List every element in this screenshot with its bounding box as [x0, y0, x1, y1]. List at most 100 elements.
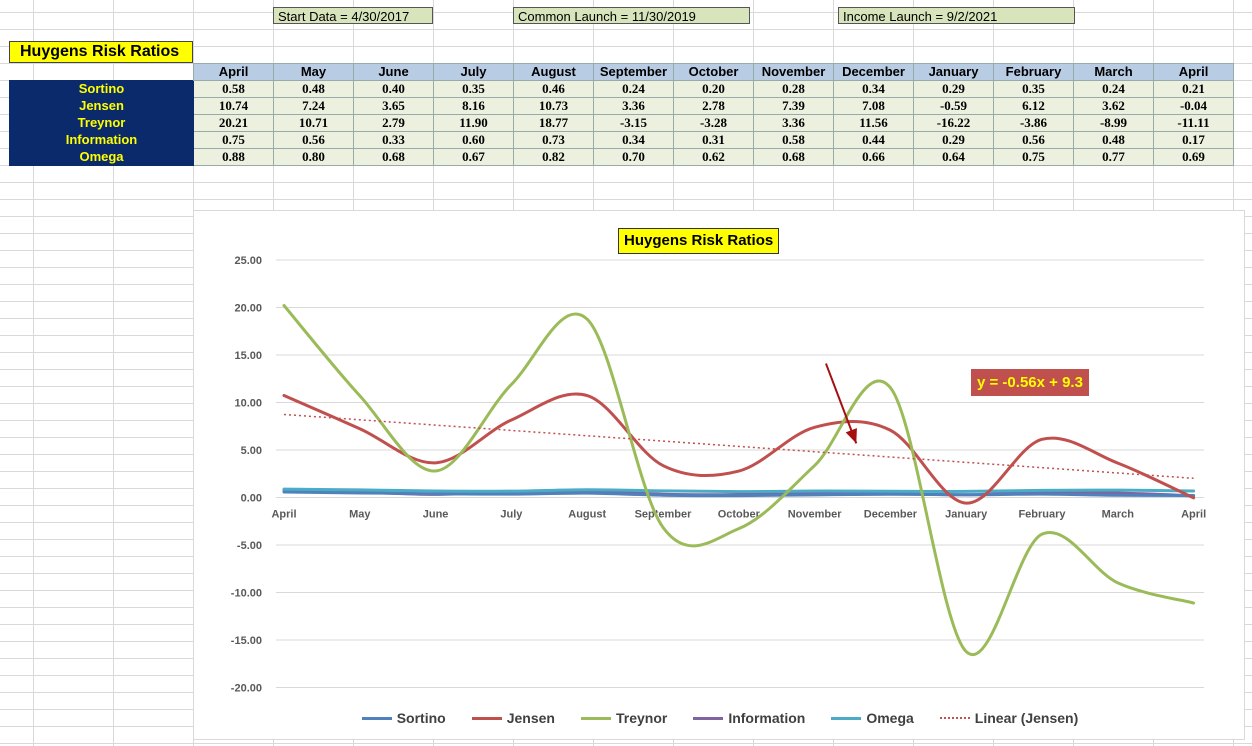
table-cell[interactable]: 0.68	[353, 148, 434, 166]
table-cell[interactable]: 3.65	[353, 97, 434, 115]
table-cell[interactable]: 10.71	[273, 114, 354, 132]
table-cell[interactable]: 0.66	[833, 148, 914, 166]
table-cell[interactable]: 18.77	[513, 114, 594, 132]
table-cell[interactable]: 3.62	[1073, 97, 1154, 115]
table-cell[interactable]: 0.34	[593, 131, 674, 149]
month-header[interactable]: February	[993, 63, 1074, 81]
table-cell[interactable]: 0.82	[513, 148, 594, 166]
table-title[interactable]: Huygens Risk Ratios	[9, 41, 193, 63]
table-cell[interactable]: 0.24	[593, 80, 674, 98]
table-cell[interactable]: 7.24	[273, 97, 354, 115]
table-cell[interactable]: 0.75	[193, 131, 274, 149]
table-cell[interactable]: 0.60	[433, 131, 514, 149]
y-tick-label: 10.00	[234, 398, 262, 410]
table-cell[interactable]: 10.74	[193, 97, 274, 115]
table-cell[interactable]: 0.77	[1073, 148, 1154, 166]
month-header[interactable]: May	[273, 63, 354, 81]
table-cell[interactable]: 0.29	[913, 80, 994, 98]
legend-item[interactable]: Omega	[831, 710, 914, 726]
table-cell[interactable]: 0.64	[913, 148, 994, 166]
table-cell[interactable]: 7.08	[833, 97, 914, 115]
table-cell[interactable]: 0.28	[753, 80, 834, 98]
table-cell[interactable]: 0.46	[513, 80, 594, 98]
table-cell[interactable]: 20.21	[193, 114, 274, 132]
table-cell[interactable]: 3.36	[753, 114, 834, 132]
table-cell[interactable]: 0.48	[1073, 131, 1154, 149]
month-header[interactable]: July	[433, 63, 514, 81]
table-cell[interactable]: -16.22	[913, 114, 994, 132]
x-tick-label: June	[423, 509, 449, 521]
table-cell[interactable]: -11.11	[1153, 114, 1234, 132]
table-cell[interactable]: -3.28	[673, 114, 754, 132]
table-cell[interactable]: 6.12	[993, 97, 1074, 115]
table-cell[interactable]: 0.88	[193, 148, 274, 166]
income-launch-box[interactable]: Income Launch = 9/2/2021	[838, 7, 1075, 24]
common-launch-box[interactable]: Common Launch = 11/30/2019	[513, 7, 750, 24]
table-cell[interactable]: 0.80	[273, 148, 354, 166]
start-date-box[interactable]: Start Data = 4/30/2017	[273, 7, 433, 24]
table-cell[interactable]: 8.16	[433, 97, 514, 115]
table-cell[interactable]: 0.62	[673, 148, 754, 166]
table-cell[interactable]: -0.59	[913, 97, 994, 115]
table-cell[interactable]: -8.99	[1073, 114, 1154, 132]
month-header[interactable]: September	[593, 63, 674, 81]
table-cell[interactable]: 0.67	[433, 148, 514, 166]
legend-swatch	[580, 716, 611, 720]
legend-item[interactable]: Sortino	[361, 710, 446, 726]
table-cell[interactable]: 2.78	[673, 97, 754, 115]
table-cell[interactable]: 0.24	[1073, 80, 1154, 98]
table-cell[interactable]: 0.33	[353, 131, 434, 149]
legend-item[interactable]: Information	[693, 710, 805, 726]
table-cell[interactable]: 11.90	[433, 114, 514, 132]
table-cell[interactable]: -0.04	[1153, 97, 1234, 115]
chart-panel[interactable]: 25.00 20.00 15.00 10.00 5.00 0.00 -5.00 -10.00 -…	[193, 210, 1245, 740]
table-cell[interactable]: 3.36	[593, 97, 674, 115]
table-cell[interactable]: 0.56	[273, 131, 354, 149]
month-header[interactable]: November	[753, 63, 834, 81]
table-cell[interactable]: 0.70	[593, 148, 674, 166]
month-header[interactable]: January	[913, 63, 994, 81]
table-cell[interactable]: 0.35	[433, 80, 514, 98]
table-cell[interactable]: 2.79	[353, 114, 434, 132]
table-cell[interactable]: 0.75	[993, 148, 1074, 166]
legend-item[interactable]: Jensen	[471, 710, 555, 726]
row-label[interactable]: Information	[9, 131, 194, 149]
table-cell[interactable]: 0.29	[913, 131, 994, 149]
table-cell[interactable]: 0.58	[193, 80, 274, 98]
legend-item[interactable]: Treynor	[580, 710, 667, 726]
table-cell[interactable]: 0.17	[1153, 131, 1234, 149]
table-cell[interactable]: 0.40	[353, 80, 434, 98]
month-header[interactable]: June	[353, 63, 434, 81]
table-cell[interactable]: 0.68	[753, 148, 834, 166]
legend-item[interactable]: Linear (Jensen)	[939, 710, 1078, 726]
month-header[interactable]: October	[673, 63, 754, 81]
row-label[interactable]: Omega	[9, 148, 194, 166]
table-cell[interactable]: 0.35	[993, 80, 1074, 98]
row-label[interactable]: Sortino	[9, 80, 194, 98]
chart-title[interactable]: Huygens Risk Ratios	[618, 228, 780, 254]
chart-legend[interactable]: Sortino Jensen Treynor Information Omega Line…	[194, 708, 1246, 728]
table-cell[interactable]: 7.39	[753, 97, 834, 115]
row-label[interactable]: Treynor	[9, 114, 194, 132]
month-header[interactable]: December	[833, 63, 914, 81]
table-cell[interactable]: 10.73	[513, 97, 594, 115]
month-header[interactable]: April	[193, 63, 274, 81]
trendline-equation[interactable]: y = -0.56x + 9.3	[971, 369, 1089, 396]
table-cell[interactable]: 0.73	[513, 131, 594, 149]
table-cell[interactable]: 0.31	[673, 131, 754, 149]
table-cell[interactable]: -3.86	[993, 114, 1074, 132]
table-cell[interactable]: 0.56	[993, 131, 1074, 149]
table-cell[interactable]: 0.21	[1153, 80, 1234, 98]
table-cell[interactable]: 0.44	[833, 131, 914, 149]
table-cell[interactable]: 0.58	[753, 131, 834, 149]
month-header[interactable]: April	[1153, 63, 1234, 81]
table-cell[interactable]: 0.34	[833, 80, 914, 98]
table-cell[interactable]: 0.48	[273, 80, 354, 98]
table-cell[interactable]: 0.69	[1153, 148, 1234, 166]
month-header[interactable]: March	[1073, 63, 1154, 81]
row-label[interactable]: Jensen	[9, 97, 194, 115]
table-cell[interactable]: 0.20	[673, 80, 754, 98]
table-cell[interactable]: 11.56	[833, 114, 914, 132]
month-header[interactable]: August	[513, 63, 594, 81]
table-cell[interactable]: -3.15	[593, 114, 674, 132]
